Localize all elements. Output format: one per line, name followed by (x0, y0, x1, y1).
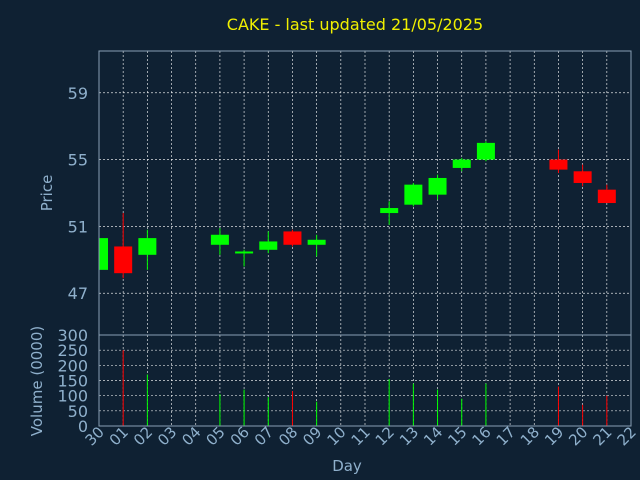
candle-body (235, 251, 254, 254)
x-tick-label: 09 (299, 423, 325, 449)
volume-axis-title: Volume (0000) (28, 326, 46, 436)
candle-body (138, 238, 157, 255)
candle-body (259, 241, 278, 250)
price-tick-label: 51 (68, 217, 88, 236)
candle-body (210, 234, 229, 245)
candle-body (573, 171, 592, 183)
chart-title: CAKE - last updated 21/05/2025 (227, 15, 483, 34)
x-tick-label: 06 (227, 423, 253, 449)
candle-body (476, 142, 495, 160)
candle-body (597, 189, 616, 204)
price-axis-ticks: 47 51 55 59 (68, 84, 88, 303)
x-tick-label: 03 (154, 423, 180, 449)
x-tick-label: 20 (565, 423, 591, 449)
volume-grid (99, 335, 631, 426)
x-tick-label: 22 (614, 423, 640, 449)
volume-bars (122, 350, 608, 426)
x-tick-label: 01 (106, 423, 132, 449)
x-tick-label: 12 (372, 423, 398, 449)
volume-tick-label: 150 (57, 372, 88, 391)
volume-tick-label: 250 (57, 341, 88, 360)
x-tick-label: 19 (541, 423, 567, 449)
volume-tick-label: 50 (68, 402, 88, 421)
volume-tick-label: 100 (57, 387, 88, 406)
volume-tick-label: 0 (78, 417, 88, 436)
candle-body (404, 184, 423, 205)
volume-panel-frame (98, 334, 632, 427)
candle-body (380, 208, 399, 214)
x-tick-label: 15 (444, 423, 470, 449)
x-tick-label: 18 (517, 423, 543, 449)
candle-body (549, 159, 568, 170)
x-tick-label: 13 (396, 423, 422, 449)
x-tick-label: 08 (275, 423, 301, 449)
x-tick-label: 14 (420, 423, 446, 449)
x-tick-label: 04 (178, 423, 204, 449)
candles (98, 141, 616, 279)
x-tick-label: 17 (493, 423, 519, 449)
candle-body (307, 239, 326, 245)
x-tick-label: 02 (130, 423, 156, 449)
x-tick-label: 16 (469, 423, 495, 449)
x-tick-label: 07 (251, 423, 277, 449)
candle-body (114, 246, 133, 274)
volume-tick-label: 300 (57, 326, 88, 345)
x-axis-title: Day (332, 457, 362, 475)
price-grid (99, 51, 631, 335)
volume-tick-label: 200 (57, 356, 88, 375)
price-tick-label: 47 (68, 284, 88, 303)
price-tick-label: 59 (68, 84, 88, 103)
candle-body (452, 159, 471, 168)
x-tick-label: 10 (323, 423, 349, 449)
price-axis-title: Price (38, 175, 56, 212)
x-tick-label: 05 (203, 423, 229, 449)
price-tick-label: 55 (68, 151, 88, 170)
x-tick-label: 21 (589, 423, 615, 449)
candle-body (428, 177, 447, 195)
x-tick-label: 11 (348, 423, 374, 449)
candle-body (99, 238, 108, 270)
candle-body (283, 231, 302, 245)
x-axis-ticks: 3001020304050607080910111213141516171819… (82, 423, 640, 449)
